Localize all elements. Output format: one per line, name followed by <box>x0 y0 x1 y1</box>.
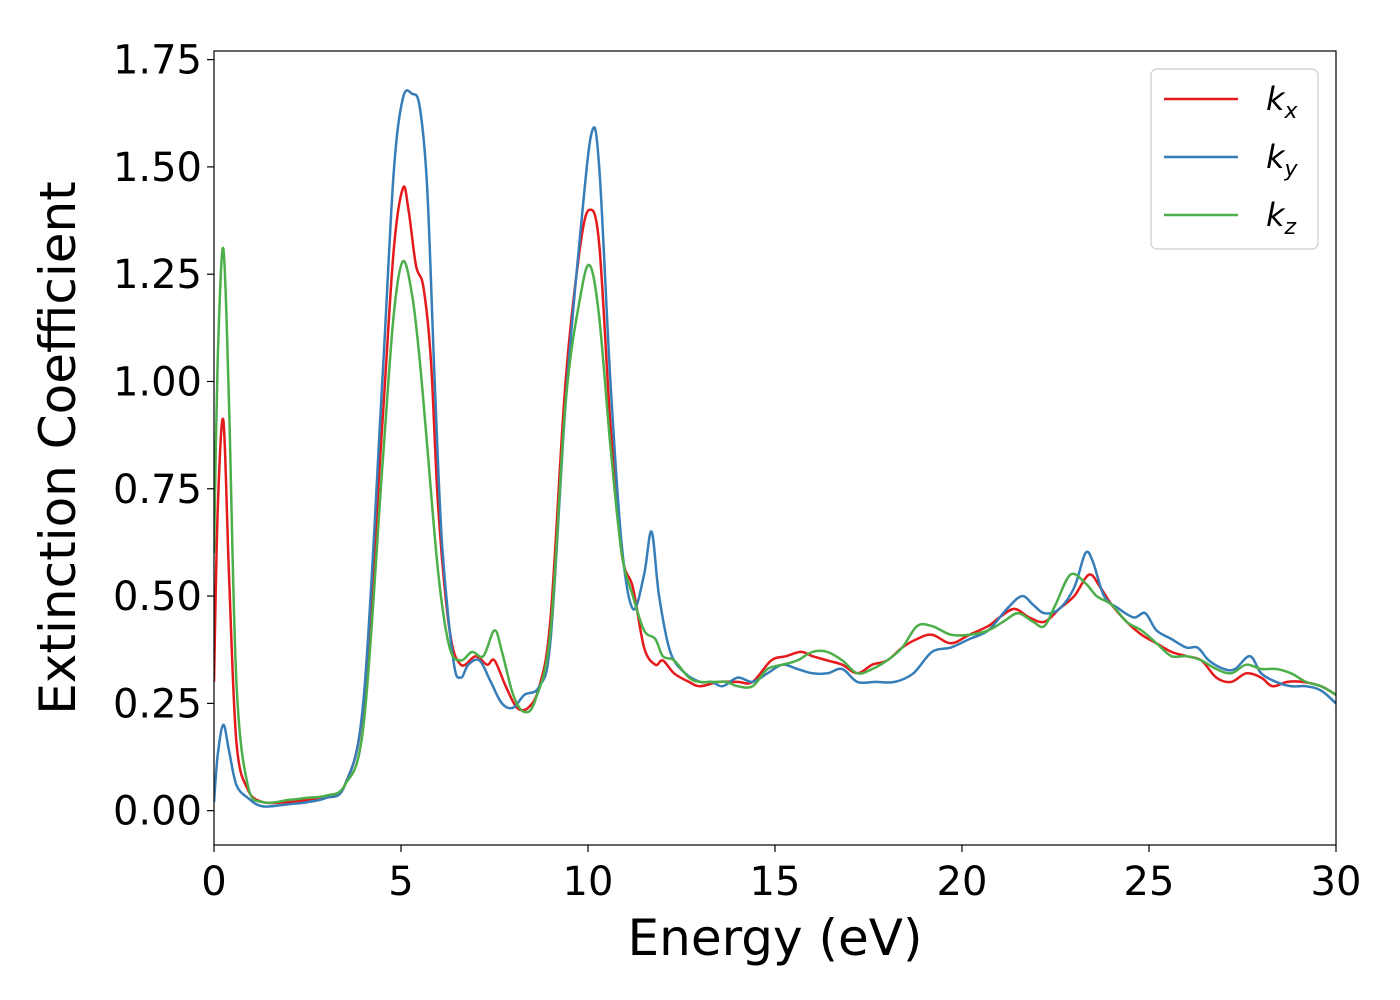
x-tick-label: 10 <box>563 859 614 905</box>
x-tick-label: 30 <box>1311 859 1362 905</box>
series-line-k-y <box>214 89 1336 808</box>
y-tick-label: 1.75 <box>113 38 202 84</box>
y-tick-label: 0.25 <box>113 681 202 727</box>
x-tick-label: 5 <box>388 859 413 905</box>
y-axis-label: Extinction Coefficient <box>29 181 87 715</box>
legend: kx ky kz <box>1150 68 1319 250</box>
x-tick-label: 20 <box>937 859 988 905</box>
series-line-k-z <box>214 246 1336 805</box>
y-tick-label: 1.50 <box>113 145 202 191</box>
y-tick-label: 0.50 <box>113 574 202 620</box>
ticks-layer: 0 5 10 15 20 25 30 0.00 0.25 0.50 0.75 1.00 1.25 1.50… <box>113 38 1362 905</box>
legend-box <box>1150 68 1319 250</box>
y-tick-label: 0.75 <box>113 467 202 513</box>
x-tick-label: 25 <box>1124 859 1175 905</box>
legend-label-y: ky <box>1266 138 1299 182</box>
legend-label-z: kz <box>1266 196 1297 240</box>
legend-label-x: kx <box>1266 80 1299 124</box>
series-layer <box>214 89 1336 808</box>
y-tick-label: 0.00 <box>113 789 202 835</box>
x-axis-label: Energy (eV) <box>628 909 923 967</box>
x-tick-label: 15 <box>750 859 801 905</box>
y-tick-label: 1.25 <box>113 252 202 298</box>
x-tick-label: 0 <box>201 859 226 905</box>
y-tick-label: 1.00 <box>113 359 202 405</box>
